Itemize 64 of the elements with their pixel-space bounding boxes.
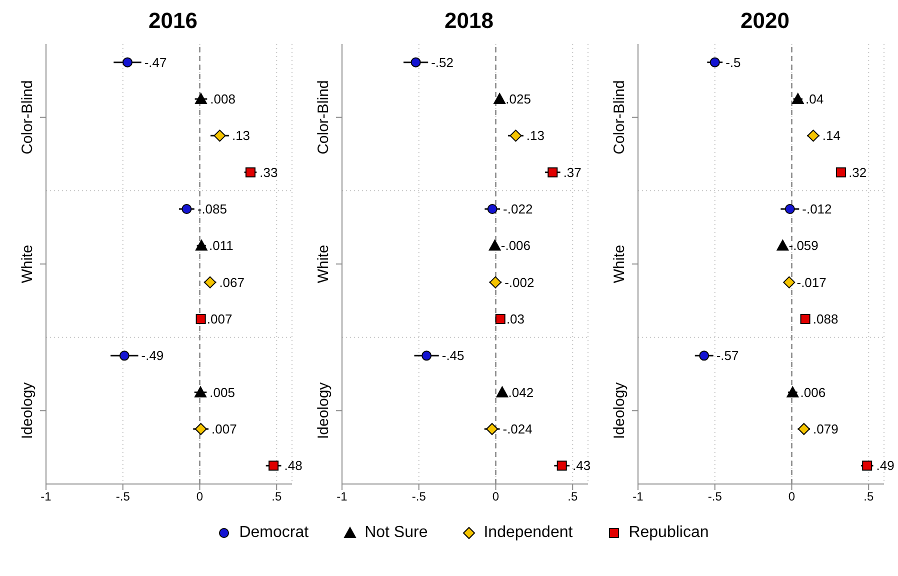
data-label: -.57 [716, 348, 739, 364]
data-label: -.085 [197, 202, 228, 216]
data-label: .088 [812, 312, 838, 326]
data-label: -.5 [726, 54, 741, 70]
x-tick-label: -1 [336, 490, 348, 504]
chart-title: 2016 [148, 8, 198, 35]
x-tick-label: 0 [492, 490, 500, 504]
legend-label: Independent [484, 524, 573, 542]
data-label: .008 [210, 92, 236, 106]
data-label: .042 [508, 384, 534, 400]
data-label: -.006 [500, 238, 531, 254]
y-tick-label: Color-Blind [315, 80, 332, 154]
data-label: -.45 [442, 348, 464, 364]
x-tick-label: -.5 [412, 490, 426, 504]
x-tick-label: 0 [788, 490, 796, 504]
data-label: -.059 [788, 238, 818, 254]
y-tick-label: Ideology [315, 382, 332, 440]
data-label: .48 [284, 458, 302, 474]
y-tick-label: White [315, 244, 332, 284]
data-label: -.024 [502, 422, 532, 436]
data-label: .025 [506, 92, 531, 106]
chart-title: 2020 [740, 8, 790, 35]
legend-label: Not Sure [364, 524, 428, 542]
data-label: -.52 [431, 54, 454, 70]
data-label: .007 [212, 422, 237, 436]
legend-label: Republican [628, 524, 709, 542]
data-label: .33 [260, 164, 278, 180]
y-tick-label: White [611, 244, 628, 284]
data-label: .079 [813, 422, 838, 436]
data-label: .067 [219, 274, 245, 290]
legend-label: Democrat [239, 524, 309, 542]
data-label: -.012 [802, 202, 832, 216]
x-tick-label: -.5 [116, 490, 130, 504]
data-label: .005 [210, 384, 235, 400]
data-label: .011 [209, 238, 234, 254]
chart-title: 2018 [444, 8, 494, 35]
x-tick-label: -1 [40, 490, 52, 504]
data-label: .14 [822, 128, 841, 144]
x-tick-label: -.5 [708, 490, 722, 504]
data-label: .006 [800, 384, 826, 400]
y-tick-label: White [19, 244, 36, 284]
x-tick-label: -1 [632, 490, 644, 504]
data-label: .03 [506, 312, 525, 326]
y-tick-label: Color-Blind [19, 80, 36, 154]
x-tick-label: 0 [196, 490, 204, 504]
data-label: .007 [206, 312, 232, 326]
data-label: -.47 [144, 54, 167, 70]
data-label: .37 [563, 164, 582, 180]
data-label: -.017 [796, 274, 826, 290]
data-label: -.022 [503, 202, 533, 216]
data-label: -.002 [504, 274, 534, 290]
data-label: .32 [848, 164, 867, 180]
y-tick-label: Ideology [611, 382, 628, 440]
x-tick-label: .5 [864, 490, 874, 504]
x-tick-label: .5 [568, 490, 578, 504]
data-label: .04 [806, 92, 824, 106]
y-tick-label: Color-Blind [611, 80, 628, 154]
data-label: .13 [232, 128, 250, 144]
data-label: .43 [572, 458, 591, 474]
data-label: -.49 [141, 348, 164, 364]
x-tick-label: .5 [272, 490, 282, 504]
data-label: .49 [876, 458, 894, 474]
data-label: .13 [526, 128, 545, 144]
y-tick-label: Ideology [19, 382, 36, 440]
